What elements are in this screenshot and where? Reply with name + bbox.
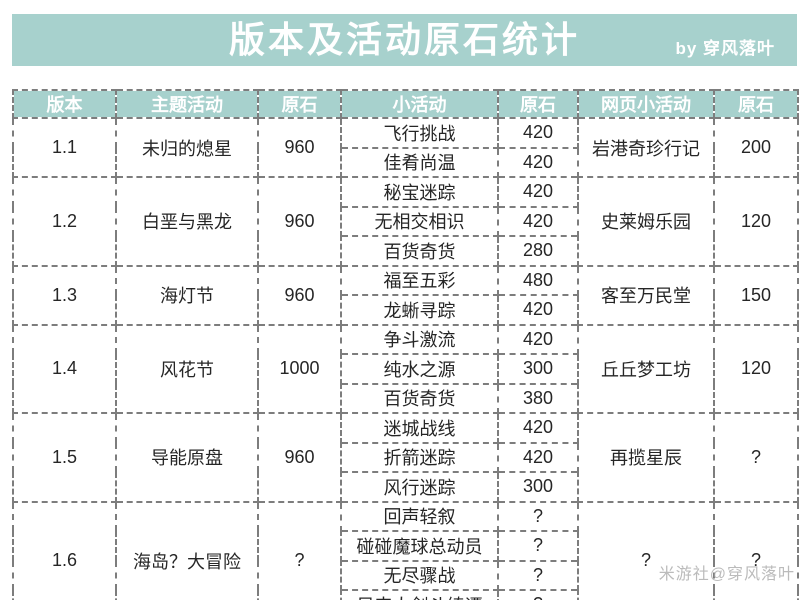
header-sub-event: 小活动 xyxy=(340,89,499,119)
header-web-gems: 原石 xyxy=(713,89,799,119)
table-row: 1.2 白垩与黑龙 960 秘宝迷踪 420 史莱姆乐园 120 xyxy=(12,176,799,267)
table-row: 1.5 导能原盘 960 迷城战线 420 再揽星辰 ? xyxy=(12,412,799,503)
sub-gems-cell: 380 xyxy=(497,382,579,414)
web-gems-cell: 200 xyxy=(713,117,799,178)
table-row: 1.6 海岛？大冒险 ? 回声轻叙 ? ? ? xyxy=(12,500,799,600)
web-event-cell: 再揽星辰 xyxy=(577,412,715,503)
sub-gems-cell: 420 xyxy=(497,146,579,178)
theme-gems-cell: ? xyxy=(257,500,342,600)
theme-event-cell: 导能原盘 xyxy=(115,412,259,503)
table-row: 百货奇货 380 xyxy=(13,382,798,414)
table-row: 百货奇货 280 xyxy=(13,235,798,267)
sub-event-cell: 风来人剑斗绮谭 xyxy=(340,589,499,600)
sub-gems-cell: 420 xyxy=(497,205,579,237)
table-row: 折箭迷踪 420 xyxy=(13,441,798,473)
page-title: 版本及活动原石统计 xyxy=(228,19,580,60)
sub-gems-cell: 480 xyxy=(497,264,579,296)
sub-gems-cell: 420 xyxy=(497,323,579,355)
version-cell: 1.1 xyxy=(12,117,117,178)
sub-event-cell: 风行迷踪 xyxy=(340,471,499,503)
theme-event-cell: 白垩与黑龙 xyxy=(115,176,259,267)
web-gems-cell: 120 xyxy=(713,176,799,267)
web-event-cell: 丘丘梦工坊 xyxy=(577,323,715,414)
sub-event-cell: 秘宝迷踪 xyxy=(340,176,499,208)
theme-gems-cell: 960 xyxy=(257,117,342,178)
sub-gems-cell: 420 xyxy=(497,176,579,208)
table-row: 佳肴尚温 420 xyxy=(13,146,798,178)
sub-event-cell: 佳肴尚温 xyxy=(340,146,499,178)
theme-event-cell: 海岛？大冒险 xyxy=(115,500,259,600)
web-event-cell: 史莱姆乐园 xyxy=(577,176,715,267)
sub-gems-cell: 420 xyxy=(497,412,579,444)
header-theme-gems: 原石 xyxy=(257,89,342,119)
header-web-event: 网页小活动 xyxy=(577,89,715,119)
theme-gems-cell: 960 xyxy=(257,176,342,267)
theme-gems-cell: 960 xyxy=(257,412,342,503)
sub-event-cell: 纯水之源 xyxy=(340,353,499,385)
header-version: 版本 xyxy=(12,89,117,119)
table-row: 1.4 风花节 1000 争斗激流 420 丘丘梦工坊 120 xyxy=(12,323,799,414)
sub-event-cell: 无尽骤战 xyxy=(340,559,499,591)
web-gems-cell: ? xyxy=(713,500,799,600)
version-cell: 1.2 xyxy=(12,176,117,267)
header-theme-event: 主题活动 xyxy=(115,89,259,119)
sub-event-cell: 福至五彩 xyxy=(340,264,499,296)
sub-event-cell: 折箭迷踪 xyxy=(340,441,499,473)
version-cell: 1.6 xyxy=(12,500,117,600)
author-byline: by 穿风落叶 xyxy=(675,39,775,58)
primogem-stats-table: 版本 主题活动 原石 小活动 原石 网页小活动 原石 1.1 未归的熄星 960… xyxy=(12,89,799,600)
sub-event-cell: 龙蜥寻踪 xyxy=(340,294,499,326)
sub-event-cell: 争斗激流 xyxy=(340,323,499,355)
theme-event-cell: 未归的熄星 xyxy=(115,117,259,178)
table-row: 纯水之源 300 xyxy=(13,353,798,385)
sub-gems-cell: 420 xyxy=(497,441,579,473)
table-row: 龙蜥寻踪 420 xyxy=(13,294,798,326)
sub-event-cell: 百货奇货 xyxy=(340,382,499,414)
sub-gems-cell: ? xyxy=(497,500,579,532)
title-band: 版本及活动原石统计 by 穿风落叶 xyxy=(12,14,797,66)
sub-event-cell: 回声轻叙 xyxy=(340,500,499,532)
table-row: 无相交相识 420 xyxy=(13,205,798,237)
web-gems-cell: ? xyxy=(713,412,799,503)
table-row: 风行迷踪 300 xyxy=(13,471,798,503)
version-cell: 1.5 xyxy=(12,412,117,503)
theme-event-cell: 海灯节 xyxy=(115,264,259,326)
theme-gems-cell: 960 xyxy=(257,264,342,326)
theme-gems-cell: 1000 xyxy=(257,323,342,414)
table-row: 1.3 海灯节 960 福至五彩 480 客至万民堂 150 xyxy=(12,264,799,326)
sub-event-cell: 迷城战线 xyxy=(340,412,499,444)
version-cell: 1.4 xyxy=(12,323,117,414)
theme-event-cell: 风花节 xyxy=(115,323,259,414)
sub-gems-cell: ? xyxy=(497,559,579,591)
table-row: 风来人剑斗绮谭 ? xyxy=(13,589,798,600)
watermark: 米游社@穿风落叶 xyxy=(658,566,795,583)
web-gems-cell: 150 xyxy=(713,264,799,326)
header-row: 版本 主题活动 原石 小活动 原石 网页小活动 原石 xyxy=(12,89,799,119)
web-gems-cell: 120 xyxy=(713,323,799,414)
sub-gems-cell: ? xyxy=(497,589,579,600)
sub-event-cell: 百货奇货 xyxy=(340,235,499,267)
sub-gems-cell: 420 xyxy=(497,294,579,326)
version-cell: 1.3 xyxy=(12,264,117,326)
sub-event-cell: 无相交相识 xyxy=(340,205,499,237)
web-event-cell: ? xyxy=(577,500,715,600)
sub-event-cell: 碰碰魔球总动员 xyxy=(340,530,499,562)
sub-gems-cell: ? xyxy=(497,530,579,562)
header-sub-gems: 原石 xyxy=(497,89,579,119)
web-event-cell: 客至万民堂 xyxy=(577,264,715,326)
table-row: 1.1 未归的熄星 960 飞行挑战 420 岩港奇珍行记 200 xyxy=(12,117,799,178)
web-event-cell: 岩港奇珍行记 xyxy=(577,117,715,178)
sub-gems-cell: 280 xyxy=(497,235,579,267)
sub-gems-cell: 300 xyxy=(497,471,579,503)
sub-gems-cell: 300 xyxy=(497,353,579,385)
sub-event-cell: 飞行挑战 xyxy=(340,117,499,149)
sub-gems-cell: 420 xyxy=(497,117,579,149)
